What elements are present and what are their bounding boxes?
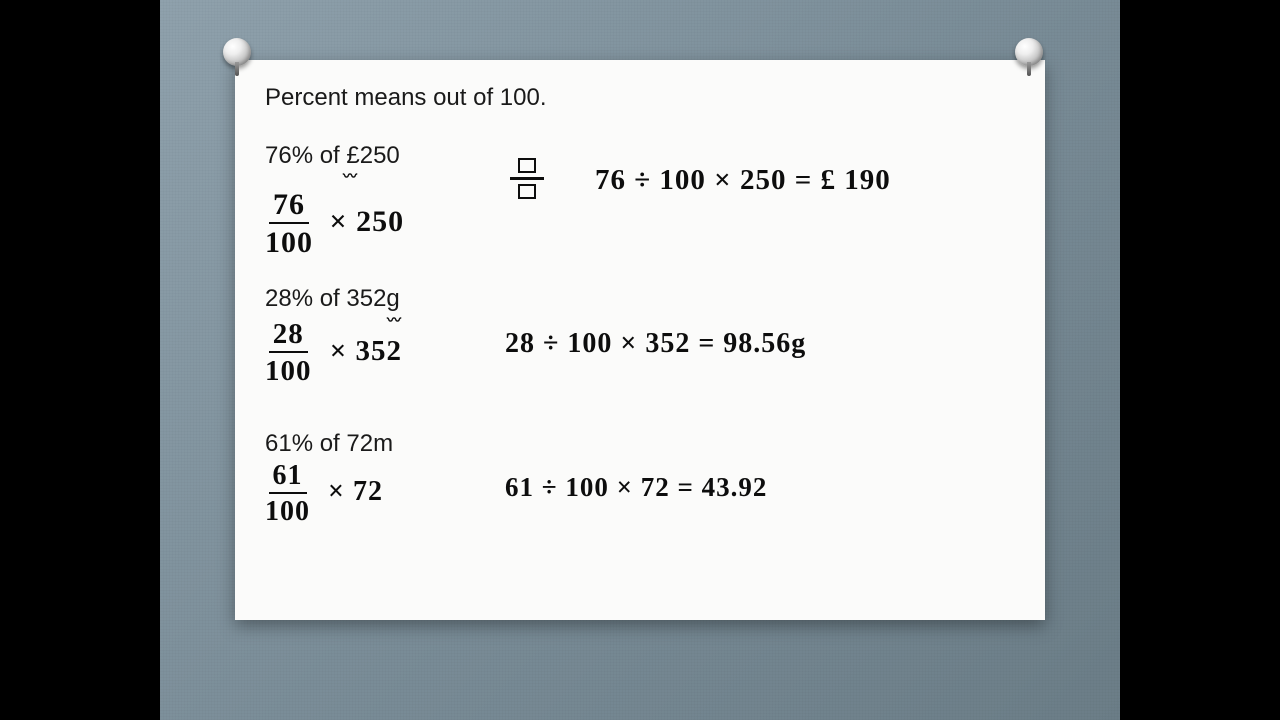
problem-1-calculation: 76 ÷ 100 × 250 = £ 190 (595, 164, 891, 197)
problem-2-label: 28% of 352g (265, 285, 400, 313)
problem-3-calculation: 61 ÷ 100 × 72 = 43.92 (505, 472, 767, 503)
underline-squiggle-1: 〰 (343, 166, 357, 186)
problem-2-fraction: 28 100 × 352 (265, 320, 402, 386)
fraction-multiplier: × 352 (330, 335, 402, 367)
stage-background: Percent means out of 100. 76% of £250 〰 … (160, 0, 1120, 720)
fraction-denominator: 100 (265, 224, 313, 258)
pushpin-left (223, 38, 251, 66)
fraction-multiplier: × 250 (330, 205, 405, 238)
problem-3-label: 61% of 72m (265, 430, 393, 458)
problem-1-fraction: 76 100 × 250 (265, 190, 404, 258)
problem-3-fraction: 61 100 × 72 (265, 462, 383, 526)
fraction-numerator: 28 (269, 320, 308, 353)
problem-1-label: 76% of £250 (265, 142, 400, 170)
fraction-numerator: 61 (269, 462, 307, 494)
title-text: Percent means out of 100. (265, 84, 547, 112)
problem-2-calculation: 28 ÷ 100 × 352 = 98.56g (505, 328, 806, 360)
paper-sheet: Percent means out of 100. 76% of £250 〰 … (235, 60, 1045, 620)
fraction-denominator: 100 (265, 353, 312, 386)
fraction-multiplier: × 72 (328, 476, 383, 507)
pushpin-right (1015, 38, 1043, 66)
box-fraction-icon (510, 158, 544, 199)
fraction-numerator: 76 (269, 190, 309, 224)
fraction-denominator: 100 (265, 494, 310, 526)
